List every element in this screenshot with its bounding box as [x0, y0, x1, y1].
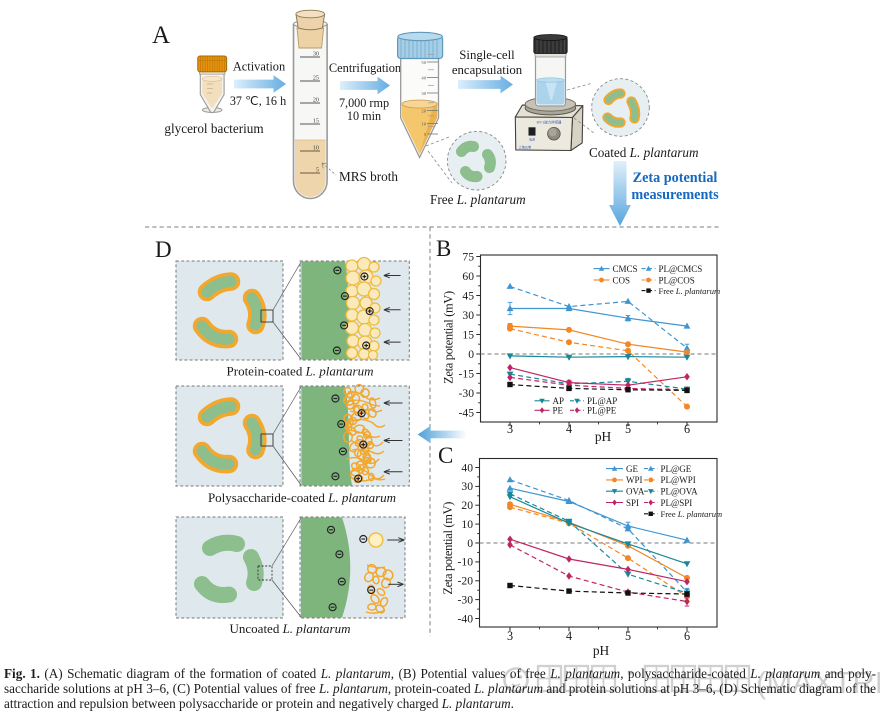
svg-text:-20: -20 [458, 575, 474, 588]
svg-text:15: 15 [462, 328, 474, 341]
svg-text:7,000 rmp: 7,000 rmp [339, 96, 389, 110]
svg-text:45: 45 [462, 289, 474, 302]
svg-text:Uncoated L. plantarum: Uncoated L. plantarum [230, 621, 351, 636]
svg-text:37 ℃, 16 h: 37 ℃, 16 h [230, 94, 286, 108]
svg-text:6: 6 [684, 629, 690, 643]
svg-text:Single-cell: Single-cell [459, 48, 515, 62]
svg-text:30: 30 [313, 51, 319, 58]
svg-text:-30: -30 [459, 387, 475, 400]
svg-text:Free L. plantarum: Free L. plantarum [430, 192, 526, 207]
svg-text:AP: AP [553, 396, 565, 406]
svg-text:PL@PE: PL@PE [587, 406, 617, 416]
svg-text:GE: GE [626, 464, 638, 474]
svg-text:PL@GE: PL@GE [661, 464, 692, 474]
svg-text:Zeta potential: Zeta potential [633, 170, 718, 186]
svg-text:-45: -45 [459, 406, 475, 419]
svg-text:Zeta potential (mV): Zeta potential (mV) [441, 291, 455, 384]
svg-text:Zeta potential (mV): Zeta potential (mV) [441, 502, 455, 595]
svg-text:25: 25 [313, 75, 319, 82]
svg-text:-10: -10 [458, 556, 474, 569]
svg-text:WPI: WPI [626, 475, 643, 485]
svg-text:CMCS: CMCS [613, 264, 638, 274]
svg-text:glycerol bacterium: glycerol bacterium [164, 121, 264, 136]
svg-text:PL@CMCS: PL@CMCS [659, 264, 703, 274]
svg-text:0: 0 [467, 537, 473, 550]
svg-text:Centrifugation: Centrifugation [329, 61, 401, 75]
svg-text:pH: pH [593, 643, 610, 658]
svg-text:D: D [155, 237, 172, 262]
svg-text:(MAXTREE: (MAXTREE [756, 665, 880, 700]
svg-text:-15: -15 [459, 367, 475, 380]
svg-text:6: 6 [684, 422, 690, 436]
svg-text:Protein-coated L. plantarum: Protein-coated L. plantarum [227, 364, 374, 379]
svg-text:75: 75 [462, 250, 474, 263]
svg-text:10: 10 [421, 121, 426, 126]
svg-text:4: 4 [566, 422, 572, 436]
svg-text:PL@AP: PL@AP [587, 396, 617, 406]
svg-text:5: 5 [424, 132, 427, 137]
svg-text:上海仪电: 上海仪电 [519, 145, 533, 150]
svg-text:measurements: measurements [631, 187, 719, 203]
svg-text:15: 15 [313, 118, 319, 125]
svg-text:40: 40 [461, 461, 473, 474]
svg-text:pH: pH [595, 429, 612, 444]
svg-text:PL@WPI: PL@WPI [661, 475, 696, 485]
svg-text:-30: -30 [458, 593, 474, 606]
svg-text:C: C [438, 443, 453, 468]
svg-text:30: 30 [421, 91, 426, 96]
svg-text:Polysaccharide-coated L. plant: Polysaccharide-coated L. plantarum [208, 490, 396, 505]
svg-text:OVA: OVA [626, 487, 645, 497]
svg-text:A: A [152, 22, 170, 49]
svg-text:5: 5 [316, 167, 319, 174]
svg-text:30: 30 [462, 309, 474, 322]
svg-text:10 min: 10 min [347, 109, 381, 123]
svg-text:Free L. plantarum: Free L. plantarum [659, 286, 721, 296]
svg-text:30: 30 [461, 480, 473, 493]
svg-text:20: 20 [421, 108, 426, 113]
svg-text:电源: 电源 [529, 136, 535, 141]
svg-text:-40: -40 [458, 612, 474, 625]
svg-text:Free L. plantarum: Free L. plantarum [661, 509, 723, 519]
svg-text:PE: PE [553, 406, 564, 416]
svg-text:B: B [436, 236, 451, 261]
svg-text:5: 5 [625, 422, 631, 436]
svg-text:50: 50 [421, 60, 426, 65]
svg-text:40: 40 [421, 75, 426, 80]
svg-text:20: 20 [313, 97, 319, 104]
svg-text:SPI: SPI [626, 498, 639, 508]
svg-text:MRS broth: MRS broth [339, 169, 398, 184]
svg-text:PL@SPI: PL@SPI [661, 498, 693, 508]
svg-text:10: 10 [461, 518, 473, 531]
svg-text:PL@OVA: PL@OVA [661, 487, 699, 497]
svg-text:4: 4 [566, 629, 572, 643]
svg-text:MY-1磁力拌捞器: MY-1磁力拌捞器 [537, 120, 562, 125]
svg-text:3: 3 [507, 422, 513, 436]
svg-text:PL@COS: PL@COS [659, 275, 695, 285]
svg-text:Activation: Activation [233, 60, 285, 74]
svg-text:20: 20 [461, 499, 473, 512]
svg-text:encapsulation: encapsulation [452, 63, 523, 77]
svg-text:60: 60 [462, 270, 474, 283]
svg-text:3: 3 [507, 629, 513, 643]
svg-text:10: 10 [313, 145, 319, 152]
svg-text:0: 0 [468, 348, 474, 361]
svg-text:COS: COS [613, 275, 631, 285]
svg-text:Coated L. plantarum: Coated L. plantarum [589, 145, 699, 160]
svg-text:5: 5 [625, 629, 631, 643]
